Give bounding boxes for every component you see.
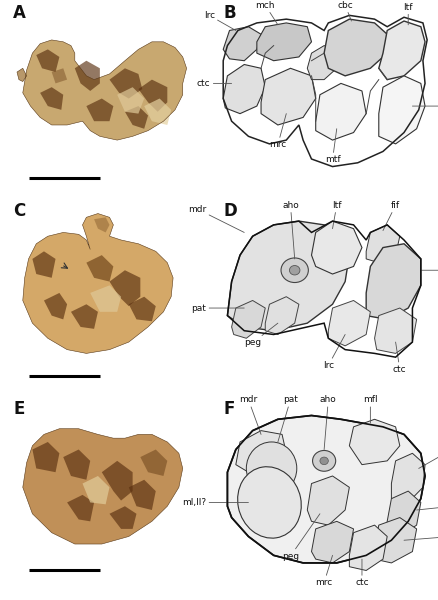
Text: A: A: [13, 4, 26, 22]
Polygon shape: [223, 26, 261, 61]
Ellipse shape: [238, 467, 301, 538]
Polygon shape: [117, 87, 144, 113]
Polygon shape: [36, 49, 60, 72]
Polygon shape: [223, 64, 265, 113]
Text: mch: mch: [255, 1, 278, 25]
Polygon shape: [374, 308, 417, 353]
Polygon shape: [379, 76, 425, 144]
Text: lch: lch: [417, 502, 438, 511]
Polygon shape: [110, 506, 137, 529]
Text: ltb: ltb: [404, 532, 438, 541]
Text: mfl: mfl: [363, 395, 378, 423]
Text: lrc: lrc: [204, 11, 236, 31]
Polygon shape: [366, 225, 400, 263]
Polygon shape: [40, 87, 63, 110]
Polygon shape: [129, 296, 156, 321]
Polygon shape: [63, 449, 90, 480]
Polygon shape: [52, 68, 67, 83]
Text: cbc: cbc: [337, 1, 353, 21]
Text: mrc: mrc: [269, 113, 286, 149]
Polygon shape: [23, 214, 173, 353]
Polygon shape: [350, 525, 387, 571]
Polygon shape: [227, 415, 425, 563]
Polygon shape: [102, 461, 133, 500]
Text: B: B: [223, 4, 236, 22]
Polygon shape: [125, 106, 148, 129]
Text: lrc: lrc: [323, 335, 345, 370]
Polygon shape: [387, 491, 421, 536]
Polygon shape: [257, 23, 311, 61]
Polygon shape: [17, 68, 27, 82]
Text: mdr: mdr: [239, 395, 261, 434]
Polygon shape: [307, 46, 337, 80]
Text: peg: peg: [244, 323, 278, 347]
Polygon shape: [311, 521, 353, 563]
Text: ltf: ltf: [332, 201, 342, 229]
Polygon shape: [75, 61, 100, 91]
Polygon shape: [144, 98, 171, 125]
Polygon shape: [392, 454, 425, 502]
Polygon shape: [227, 221, 350, 331]
Polygon shape: [23, 40, 187, 140]
Polygon shape: [366, 244, 421, 319]
Text: cbc: cbc: [421, 266, 438, 275]
Polygon shape: [311, 221, 362, 274]
Polygon shape: [236, 431, 286, 472]
Polygon shape: [67, 495, 94, 521]
Polygon shape: [328, 301, 371, 346]
Polygon shape: [82, 476, 110, 505]
Text: aho: aho: [320, 395, 337, 449]
Text: peg: peg: [282, 514, 320, 560]
Circle shape: [313, 451, 336, 471]
Polygon shape: [138, 80, 167, 112]
Polygon shape: [140, 449, 167, 476]
Text: F: F: [223, 400, 235, 418]
Polygon shape: [86, 98, 113, 121]
Text: D: D: [223, 202, 237, 220]
Text: C: C: [13, 202, 25, 220]
Ellipse shape: [246, 442, 297, 495]
Text: ml,II?: ml,II?: [182, 498, 248, 507]
Polygon shape: [90, 286, 121, 312]
Polygon shape: [129, 480, 156, 510]
Text: ctc: ctc: [393, 342, 406, 374]
Text: pat: pat: [278, 395, 298, 442]
Polygon shape: [261, 68, 316, 125]
Polygon shape: [71, 304, 98, 329]
Polygon shape: [379, 21, 425, 80]
Text: td iv?: td iv?: [419, 441, 438, 469]
Polygon shape: [94, 217, 110, 232]
Polygon shape: [316, 83, 366, 140]
Text: ltf: ltf: [403, 2, 413, 25]
Text: fif: fif: [383, 201, 400, 230]
Polygon shape: [44, 293, 67, 319]
Polygon shape: [350, 419, 400, 464]
Polygon shape: [232, 301, 265, 338]
Polygon shape: [307, 476, 350, 525]
Polygon shape: [110, 270, 140, 306]
Polygon shape: [32, 442, 60, 472]
Text: mdr: mdr: [413, 101, 438, 110]
Text: mdr: mdr: [188, 205, 244, 232]
Text: pat: pat: [191, 304, 244, 313]
Text: aho: aho: [282, 201, 299, 259]
Polygon shape: [110, 68, 142, 98]
Text: ctc: ctc: [197, 79, 232, 88]
Circle shape: [320, 457, 328, 464]
Text: mrc: mrc: [315, 556, 333, 587]
Polygon shape: [324, 19, 387, 76]
Polygon shape: [86, 255, 113, 281]
Polygon shape: [32, 251, 56, 278]
Circle shape: [290, 266, 300, 275]
Circle shape: [281, 258, 308, 283]
Text: E: E: [13, 400, 25, 418]
Text: ctc: ctc: [355, 559, 369, 587]
Polygon shape: [23, 429, 183, 544]
Polygon shape: [374, 518, 417, 563]
Text: mtf: mtf: [325, 129, 340, 164]
Polygon shape: [265, 296, 299, 335]
